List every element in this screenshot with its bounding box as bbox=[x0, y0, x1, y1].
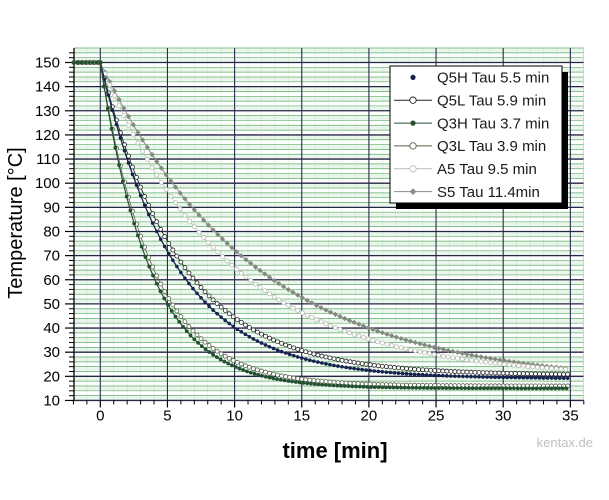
svg-text:150: 150 bbox=[35, 55, 60, 72]
svg-text:30: 30 bbox=[495, 408, 512, 425]
svg-text:35: 35 bbox=[562, 408, 579, 425]
svg-text:110: 110 bbox=[36, 151, 60, 168]
svg-text:10: 10 bbox=[226, 408, 243, 425]
svg-text:120: 120 bbox=[35, 127, 60, 144]
svg-text:80: 80 bbox=[43, 224, 60, 241]
svg-text:kentax.de: kentax.de bbox=[537, 435, 593, 450]
svg-text:5: 5 bbox=[163, 408, 171, 425]
svg-text:140: 140 bbox=[35, 79, 60, 96]
svg-text:25: 25 bbox=[428, 408, 445, 425]
svg-text:Q3H Tau 3.7 min: Q3H Tau 3.7 min bbox=[437, 115, 549, 132]
svg-text:60: 60 bbox=[43, 272, 60, 289]
svg-text:Q5L Tau 5.9 min: Q5L Tau 5.9 min bbox=[437, 93, 546, 110]
svg-text:10: 10 bbox=[43, 393, 60, 410]
svg-text:15: 15 bbox=[293, 408, 310, 425]
svg-text:100: 100 bbox=[35, 175, 60, 192]
svg-text:20: 20 bbox=[43, 368, 60, 385]
svg-text:90: 90 bbox=[43, 199, 60, 216]
svg-text:30: 30 bbox=[43, 344, 60, 361]
svg-text:Q3L Tau 3.9 min: Q3L Tau 3.9 min bbox=[437, 138, 546, 155]
svg-text:Q5H Tau 5.5 min: Q5H Tau 5.5 min bbox=[437, 70, 549, 87]
svg-text:time [min]: time [min] bbox=[282, 438, 387, 463]
svg-text:S5 Tau 11.4min: S5 Tau 11.4min bbox=[437, 184, 540, 201]
svg-text:130: 130 bbox=[35, 103, 60, 120]
svg-text:0: 0 bbox=[96, 408, 104, 425]
svg-text:70: 70 bbox=[43, 248, 60, 265]
svg-text:Temperature [°C]: Temperature [°C] bbox=[5, 147, 27, 298]
svg-text:50: 50 bbox=[43, 296, 60, 313]
svg-text:40: 40 bbox=[43, 320, 60, 337]
svg-text:A5 Tau 9.5 min: A5 Tau 9.5 min bbox=[437, 161, 537, 178]
svg-text:20: 20 bbox=[361, 408, 378, 425]
